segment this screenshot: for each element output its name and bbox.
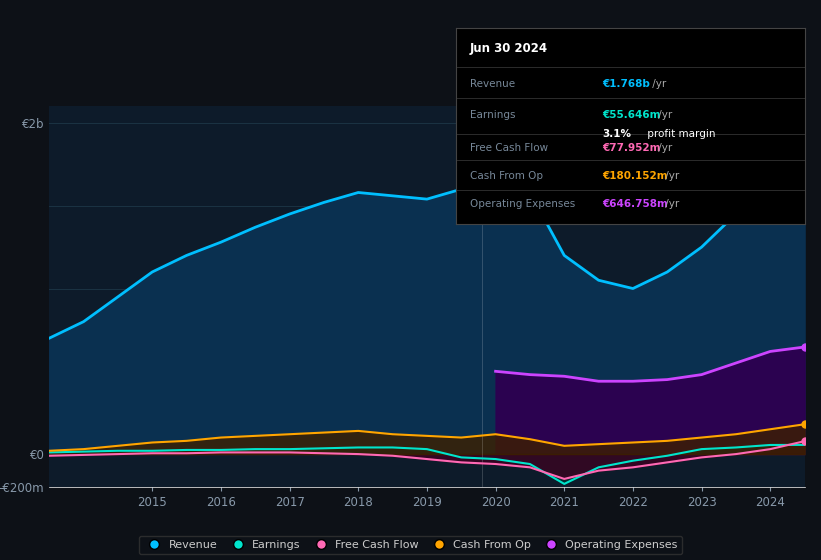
Legend: Revenue, Earnings, Free Cash Flow, Cash From Op, Operating Expenses: Revenue, Earnings, Free Cash Flow, Cash … <box>139 535 682 554</box>
Text: €55.646m: €55.646m <box>603 110 661 120</box>
Text: Earnings: Earnings <box>470 110 515 120</box>
Text: €180.152m: €180.152m <box>603 171 667 181</box>
Text: €646.758m: €646.758m <box>603 199 668 209</box>
Text: Operating Expenses: Operating Expenses <box>470 199 575 209</box>
Text: €1.768b: €1.768b <box>603 79 650 89</box>
Text: Free Cash Flow: Free Cash Flow <box>470 143 548 152</box>
Text: €77.952m: €77.952m <box>603 143 661 152</box>
Text: Cash From Op: Cash From Op <box>470 171 543 181</box>
Text: /yr: /yr <box>655 143 672 152</box>
Text: /yr: /yr <box>662 199 679 209</box>
Text: Jun 30 2024: Jun 30 2024 <box>470 42 548 55</box>
Text: /yr: /yr <box>649 79 666 89</box>
Text: /yr: /yr <box>655 110 672 120</box>
Text: 3.1%: 3.1% <box>603 129 631 139</box>
Text: Revenue: Revenue <box>470 79 515 89</box>
Text: /yr: /yr <box>662 171 679 181</box>
Text: profit margin: profit margin <box>644 129 716 139</box>
